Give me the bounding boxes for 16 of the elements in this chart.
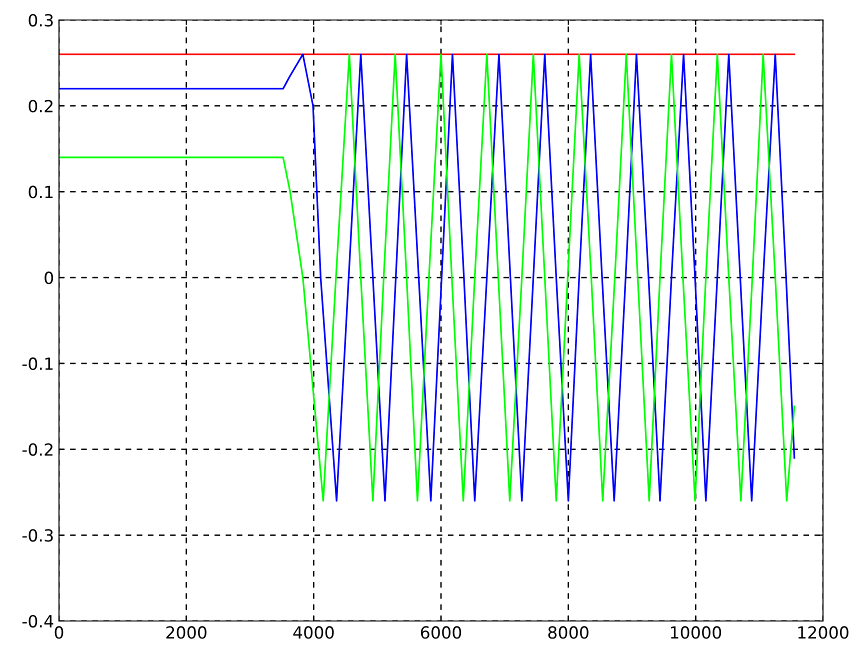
line-series (59, 54, 796, 502)
y-tick-label: 0 (44, 272, 54, 284)
x-tick-label: 10000 (670, 626, 722, 639)
x-tick-label: 6000 (420, 626, 462, 639)
y-tick-label: -0.2 (22, 443, 52, 456)
x-tick-label: 0 (54, 626, 64, 639)
y-tick-label: 0.2 (28, 100, 52, 112)
y-tick-label: -0.4 (22, 614, 54, 628)
y-tick-label: 0.3 (28, 14, 53, 27)
x-tick-label: 8000 (548, 626, 588, 639)
y-tick-label: -0.1 (22, 357, 53, 370)
x-tick-label: 4000 (293, 626, 334, 639)
x-tick-label: 2000 (166, 626, 206, 639)
x-tick-label: 12000 (798, 626, 848, 639)
y-tick-label: 0.1 (28, 186, 53, 198)
y-tick-label: -0.3 (22, 529, 53, 542)
